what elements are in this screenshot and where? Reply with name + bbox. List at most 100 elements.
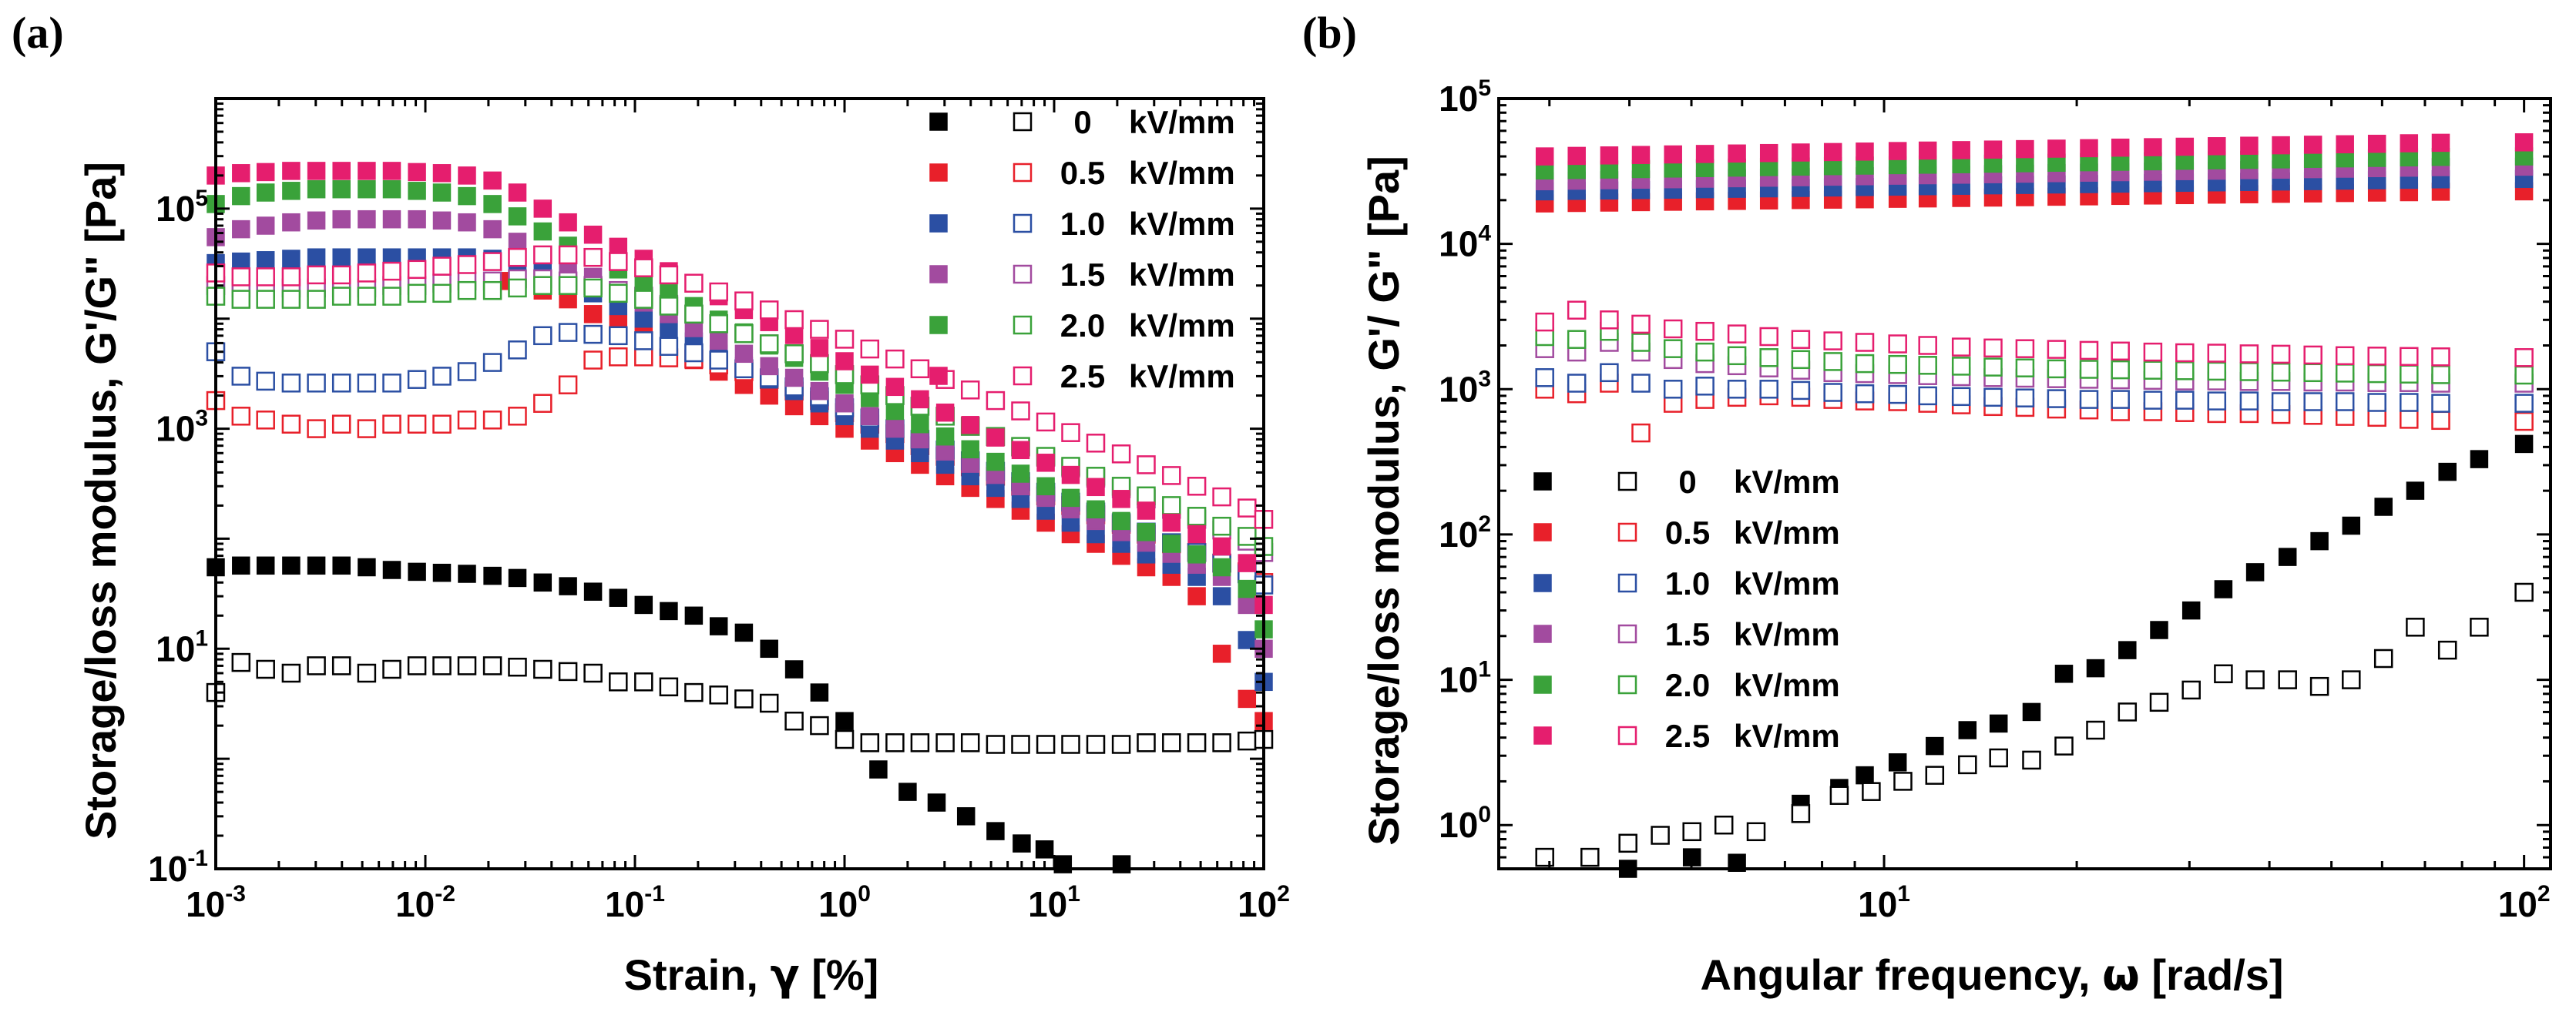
panel-b-gprime-point bbox=[2272, 136, 2290, 155]
panel-a-gprime-point bbox=[660, 602, 678, 621]
panel-a-gdoubleprime-point bbox=[558, 662, 578, 682]
panel-b-gdoubleprime-point bbox=[2335, 346, 2355, 366]
panel-a-gprime-point bbox=[408, 182, 426, 200]
panel-a-gprime-point bbox=[810, 381, 829, 401]
panel-b-gdoubleprime-point bbox=[2309, 676, 2329, 696]
panel-b-legend-unit: kV/mm bbox=[1734, 718, 1840, 754]
panel-a-gdoubleprime-point bbox=[508, 657, 527, 677]
panel-b-legend-value: 2.0 bbox=[1665, 667, 1710, 703]
panel-b-gdoubleprime-point bbox=[1951, 357, 1971, 376]
panel-a-gprime-point bbox=[634, 309, 653, 328]
panel-a-gprime-point bbox=[1162, 535, 1181, 553]
panel-b-marks bbox=[1535, 133, 2534, 878]
panel-b-gdoubleprime-point bbox=[1663, 339, 1683, 358]
panel-b-gdoubleprime-point bbox=[1893, 772, 1913, 791]
panel-a-legend-unit: kV/mm bbox=[1129, 358, 1235, 394]
panel-a-gprime-point bbox=[483, 220, 502, 239]
panel-a-x-axis-title: Strain, γ [%] bbox=[624, 950, 879, 1001]
panel-b-gdoubleprime-point bbox=[2143, 342, 2163, 362]
panel-a-gdoubleprime-point bbox=[860, 733, 880, 753]
panel-b-gdoubleprime-point bbox=[2431, 394, 2450, 413]
panel-a-gprime-point bbox=[307, 211, 326, 230]
panel-b-gdoubleprime-point bbox=[1862, 782, 1881, 801]
panel-a-gdoubleprime-point bbox=[281, 374, 301, 393]
panel-a-gdoubleprime-point bbox=[256, 290, 275, 309]
panel-a-gprime-point bbox=[885, 377, 905, 397]
panel-a-gprime-point bbox=[734, 623, 754, 642]
panel-b-legend-value: 1.5 bbox=[1665, 616, 1710, 652]
panel-a-gdoubleprime-point bbox=[382, 414, 401, 434]
panel-a-gdoubleprime-point bbox=[634, 347, 653, 367]
panel-b-gdoubleprime-point bbox=[2335, 392, 2355, 411]
panel-a-gprime-point bbox=[935, 403, 955, 422]
panel-b-gprime-point bbox=[2054, 665, 2074, 683]
panel-a-gdoubleprime-point bbox=[1137, 733, 1156, 753]
panel-a-gdoubleprime-point bbox=[432, 367, 452, 386]
panel-b-gdoubleprime-point bbox=[2271, 362, 2291, 382]
panel-a-gdoubleprime-point bbox=[1187, 733, 1207, 753]
panel-a-gprime-point bbox=[986, 452, 1005, 471]
panel-b-gprime-point bbox=[2367, 134, 2386, 153]
panel-a-gdoubleprime-point bbox=[634, 290, 653, 309]
panel-a-gprime-point bbox=[432, 211, 452, 230]
panel-a-gdoubleprime-point bbox=[759, 300, 779, 320]
panel-a-legend-unit: kV/mm bbox=[1129, 256, 1235, 293]
panel-a-gdoubleprime-point bbox=[357, 287, 377, 306]
panel-a-gprime-point bbox=[911, 390, 929, 409]
panel-b-gdoubleprime-point bbox=[2271, 392, 2291, 411]
panel-a-gdoubleprime-point bbox=[307, 419, 326, 438]
panel-a-gdoubleprime-point bbox=[835, 330, 855, 349]
panel-b-gdoubleprime-point bbox=[2118, 702, 2138, 722]
panel-a-gprime-point bbox=[734, 344, 754, 364]
panel-a-gdoubleprime-point bbox=[759, 693, 779, 713]
panel-a-gprime-point bbox=[458, 186, 476, 206]
panel-a-gdoubleprime-point bbox=[784, 344, 804, 364]
panel-b-gprime-point bbox=[1888, 142, 1907, 160]
panel-a-gprime-point bbox=[358, 179, 376, 199]
panel-b-gdoubleprime-point bbox=[1759, 380, 1778, 399]
panel-a-gprime-point bbox=[1212, 537, 1231, 556]
panel-a-gdoubleprime-point bbox=[659, 265, 679, 285]
panel-b-legend-unit: kV/mm bbox=[1734, 515, 1840, 551]
panel-b-gdoubleprime-point bbox=[2470, 618, 2489, 637]
panel-a-gprime-point bbox=[1013, 834, 1031, 853]
panel-b-gdoubleprime-point bbox=[2207, 391, 2227, 411]
panel-b-gdoubleprime-point bbox=[2367, 347, 2386, 366]
panel-a-gprime-point bbox=[1086, 478, 1105, 497]
panel-a-gdoubleprime-point bbox=[457, 255, 477, 274]
panel-b-legend-filled-marker bbox=[1533, 472, 1552, 491]
panel-a-gprime-point bbox=[961, 440, 979, 459]
panel-a-gprime-point bbox=[256, 216, 275, 235]
panel-b-gdoubleprime-point bbox=[2342, 670, 2361, 689]
panel-a-legend-unit: kV/mm bbox=[1129, 155, 1235, 191]
panel-a-gdoubleprime-point bbox=[558, 323, 578, 342]
panel-a-gprime-point bbox=[508, 233, 527, 251]
panel-b-gdoubleprime-point bbox=[1951, 387, 1971, 407]
panel-a-gprime-point bbox=[861, 407, 879, 426]
panel-a-plot-frame bbox=[214, 97, 1265, 870]
panel-b-gprime-point bbox=[1823, 142, 1842, 162]
panel-b-gprime-point bbox=[2181, 601, 2201, 620]
panel-a-gprime-point bbox=[1137, 523, 1156, 541]
panel-a-gdoubleprime-point bbox=[508, 247, 527, 267]
panel-b-gprime-point bbox=[2278, 548, 2297, 566]
panel-a-legend-unit: kV/mm bbox=[1129, 104, 1235, 140]
panel-a-gprime-point bbox=[232, 186, 250, 206]
panel-b-gdoubleprime-point bbox=[2175, 343, 2195, 363]
panel-a-gprime-point bbox=[382, 162, 401, 180]
panel-a-gprime-point bbox=[861, 365, 879, 384]
panel-b-gprime-point bbox=[1918, 141, 1937, 160]
panel-b-legend-filled-marker bbox=[1533, 625, 1552, 643]
panel-b-gprime-point bbox=[1983, 140, 2003, 159]
panel-a-legend-filled-marker bbox=[929, 112, 948, 131]
panel-b-gdoubleprime-point bbox=[2406, 618, 2425, 637]
panel-a-gprime-point bbox=[432, 183, 452, 202]
panel-a-gdoubleprime-point bbox=[709, 350, 728, 370]
panel-b-gprime-point bbox=[1989, 714, 2008, 733]
panel-a-gdoubleprime-point bbox=[407, 370, 427, 389]
panel-a-gprime-point bbox=[332, 209, 351, 229]
panel-a-gprime-point bbox=[935, 442, 955, 461]
panel-a-gprime-point bbox=[609, 588, 628, 607]
panel-b-y-tick-label: 100 bbox=[1439, 802, 1491, 845]
